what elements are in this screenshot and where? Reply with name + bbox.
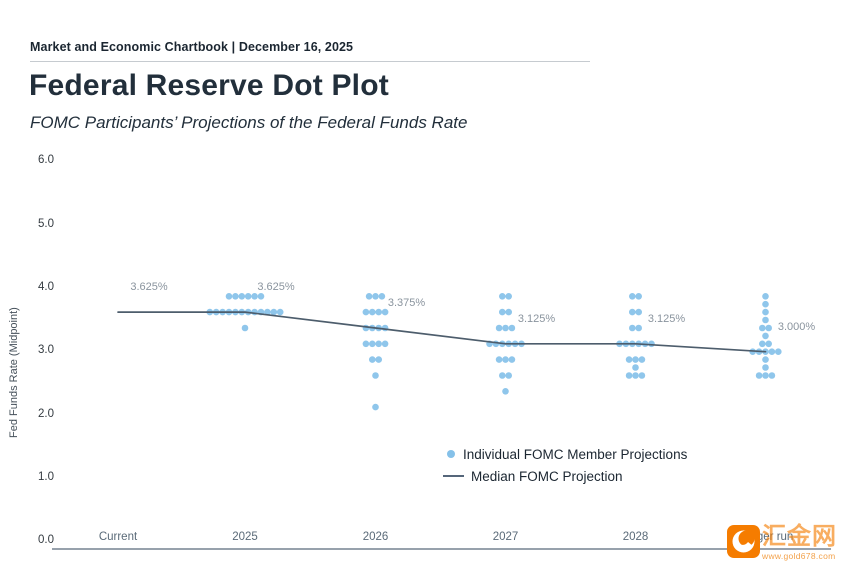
projection-dot — [381, 308, 389, 316]
projection-dot — [638, 356, 646, 363]
report-kicker: Market and Economic Chartbook | December… — [30, 40, 354, 54]
projection-dot — [762, 356, 769, 363]
projection-dot — [502, 356, 509, 363]
projection-dot — [375, 308, 383, 316]
legend-label: Median FOMC Projection — [471, 468, 623, 484]
projection-dot — [499, 293, 506, 300]
projection-dot — [508, 356, 516, 363]
projection-dot — [495, 356, 503, 363]
projection-dot — [759, 324, 766, 332]
projection-dot — [629, 308, 636, 316]
projection-dot — [276, 308, 284, 316]
projection-dot — [629, 324, 636, 332]
projection-dot — [762, 332, 769, 340]
projection-dot — [768, 372, 776, 379]
projection-dot — [369, 308, 376, 316]
projection-dot — [638, 372, 646, 379]
projection-dot — [508, 324, 516, 332]
projection-dot — [632, 356, 639, 363]
projection-dot — [635, 324, 642, 332]
projection-dot — [775, 348, 782, 356]
projection-dot — [225, 293, 233, 300]
projection-dot — [625, 372, 633, 379]
projection-dot — [762, 300, 769, 308]
projection-dot — [372, 403, 379, 411]
projection-dot — [759, 340, 766, 348]
projection-dot — [762, 293, 769, 300]
legend-item-dots: Individual FOMC Member Projections — [443, 443, 687, 465]
projection-dot — [375, 356, 383, 363]
dot-marker-icon — [447, 450, 455, 458]
line-marker-icon — [443, 475, 464, 477]
projection-dot — [502, 324, 509, 332]
projection-dot — [381, 324, 389, 332]
projection-dot — [629, 293, 636, 300]
gold678-logo-icon — [727, 525, 760, 558]
legend-item-median: Median FOMC Projection — [443, 465, 687, 487]
projection-dot — [632, 372, 639, 379]
projection-dot — [257, 293, 265, 300]
watermark: 汇金网 www.gold678.com — [727, 525, 837, 561]
watermark-brand: 汇金网 — [762, 523, 837, 550]
projection-dot — [505, 308, 512, 316]
projection-dot — [238, 293, 246, 300]
projection-dot — [251, 308, 258, 316]
projection-dot — [381, 340, 389, 348]
projection-dot — [768, 348, 776, 356]
header-divider — [30, 61, 590, 62]
projection-dot — [375, 340, 383, 348]
projection-dot — [755, 372, 763, 379]
projection-dot — [270, 308, 278, 316]
watermark-url: www.gold678.com — [762, 551, 836, 561]
projection-dot — [505, 293, 512, 300]
projection-dot — [625, 356, 633, 363]
page-title: Federal Reserve Dot Plot — [29, 69, 389, 102]
projection-dot — [505, 372, 512, 379]
projection-dot — [369, 356, 376, 363]
projection-dot — [499, 308, 506, 316]
projection-dot — [632, 364, 639, 371]
projection-dot — [635, 308, 642, 316]
projection-dot — [499, 372, 506, 379]
projection-dot — [492, 340, 500, 348]
projection-dot — [372, 293, 379, 300]
projection-dot — [635, 293, 642, 300]
projection-dot — [378, 293, 386, 300]
projection-dot — [762, 364, 769, 371]
projection-dot — [372, 372, 379, 379]
projection-dot — [251, 293, 258, 300]
projection-dot — [369, 340, 376, 348]
projection-dot — [244, 293, 252, 300]
projection-dot — [762, 372, 769, 379]
projection-dot — [365, 293, 373, 300]
legend-label: Individual FOMC Member Projections — [463, 446, 688, 462]
page-subtitle: FOMC Participants’ Projections of the Fe… — [30, 113, 468, 132]
projection-dot — [362, 324, 370, 332]
projection-dot — [232, 293, 239, 300]
projection-dot — [495, 324, 503, 332]
projection-dot — [765, 340, 772, 348]
chart-legend: Individual FOMC Member Projections Media… — [443, 443, 687, 487]
projection-dot — [762, 316, 769, 324]
projection-dot — [241, 324, 249, 332]
projection-dot — [264, 308, 271, 316]
projection-dot — [362, 340, 370, 348]
projection-dot — [762, 308, 769, 316]
projection-dot — [765, 324, 772, 332]
projection-dot — [362, 308, 370, 316]
median-line — [117, 311, 767, 353]
projection-dot — [502, 388, 509, 395]
